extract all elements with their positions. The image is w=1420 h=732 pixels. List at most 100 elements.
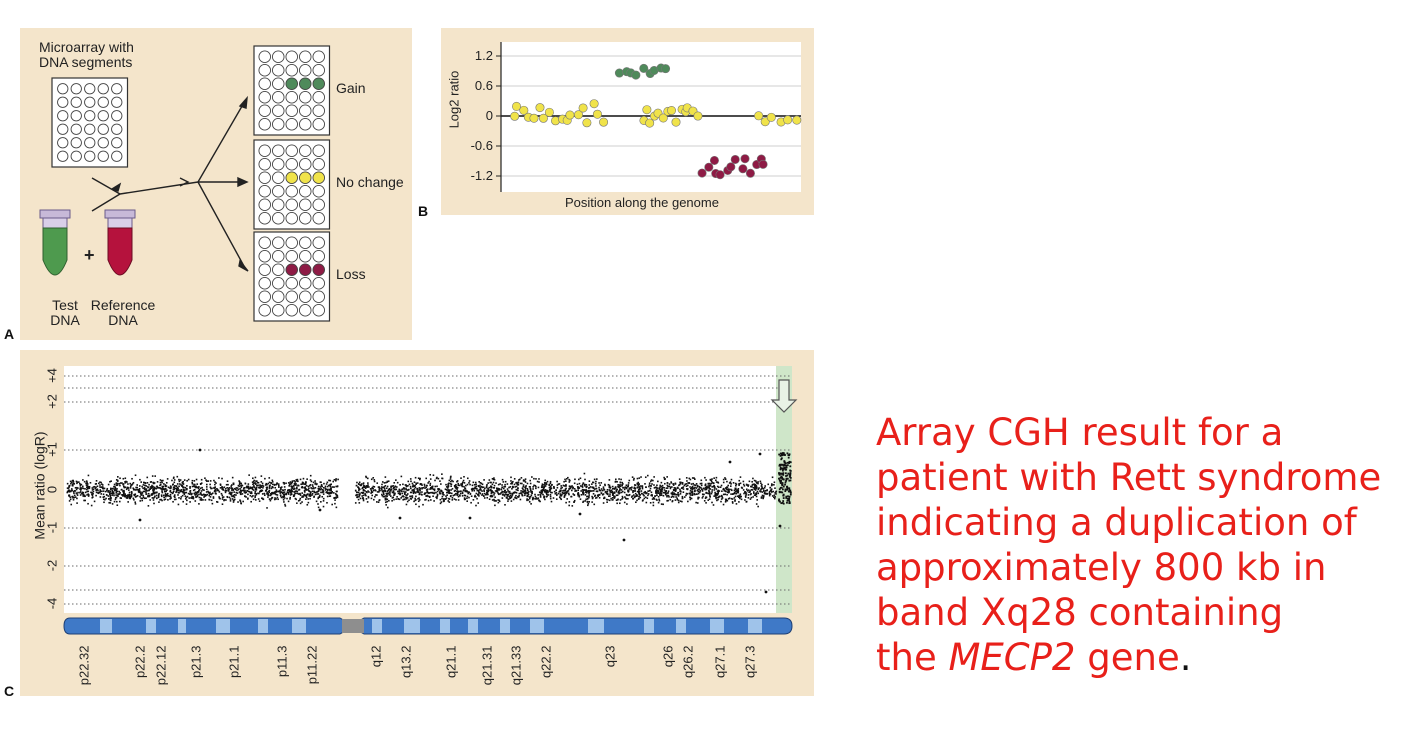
data-point [388,494,391,496]
data-point [332,480,334,483]
data-point [717,490,720,493]
data-point [186,485,188,487]
data-point [600,482,603,484]
data-point [685,494,687,497]
data-point [622,538,626,542]
data-point [478,495,480,497]
data-point [660,494,663,496]
data-point [396,496,398,498]
data-point [447,485,450,487]
data-point [591,483,593,485]
data-point [231,491,233,494]
data-point [549,480,552,483]
data-point [109,497,112,500]
data-point [216,487,218,490]
data-point [750,496,753,499]
data-point [169,487,172,490]
data-point [79,494,82,496]
data-point [711,491,713,493]
data-point [441,477,444,480]
data-point [68,486,70,488]
data-point [308,494,311,497]
data-point [275,489,278,491]
caption: Array CGH result for a patient with Rett… [876,410,1416,680]
ytick-label: -1.2 [470,168,493,183]
data-point [214,481,216,483]
chromosome-band [710,619,724,633]
data-point [406,497,409,499]
data-point [101,490,103,493]
data-point [761,483,763,486]
data-point [364,489,366,492]
data-point [421,491,423,493]
data-point [477,502,480,504]
data-point [274,493,277,495]
data-point [748,480,751,483]
array-spot [97,137,109,149]
data-point [499,493,502,495]
data-point [366,501,369,503]
data-point [184,491,186,494]
data-point [722,481,725,484]
data-point [454,492,457,495]
data-point [652,504,655,507]
data-point [634,492,637,495]
data-point [191,483,194,485]
array-spot [312,171,326,184]
data-point [584,500,587,502]
data-point [463,482,466,484]
data-point [427,495,429,498]
data-point [209,480,212,482]
data-point [221,486,223,488]
data-point [92,486,95,488]
data-point [304,494,307,497]
data-point [540,486,543,489]
data-point [152,481,155,484]
data-point [134,501,137,504]
data-point [94,483,97,485]
data-point [523,480,526,482]
data-point [762,497,764,500]
data-point [561,486,563,489]
data-point [618,478,620,480]
data-point [521,490,524,493]
data-point [655,489,657,492]
data-point [178,480,181,483]
data-point [672,496,675,498]
data-point [701,497,704,499]
array-spot [312,117,326,131]
data-point [471,484,474,487]
data-point [564,489,567,492]
data-point [726,499,729,502]
data-point [568,478,570,481]
data-point [79,491,82,493]
data-point [265,482,268,485]
data-point [778,477,780,480]
data-point [145,491,147,493]
data-point [151,497,154,499]
data-point [632,479,635,481]
data-point [166,478,169,480]
data-point [253,486,256,489]
data-point [381,494,384,497]
data-point [761,494,764,497]
data-point [304,486,307,488]
data-point [297,480,299,483]
data-point [708,489,710,492]
data-point [659,494,662,497]
data-point [167,486,170,489]
data-point [143,490,146,493]
data-point [301,501,303,503]
data-point [289,491,292,494]
data-point [512,101,522,111]
data-point [264,477,266,480]
data-point [674,488,676,490]
data-point [122,483,125,485]
data-point [173,476,175,479]
data-point [689,498,692,501]
data-point [124,481,126,483]
data-point [592,109,602,119]
data-point [653,487,656,489]
data-point [136,495,139,497]
data-point [81,491,84,494]
